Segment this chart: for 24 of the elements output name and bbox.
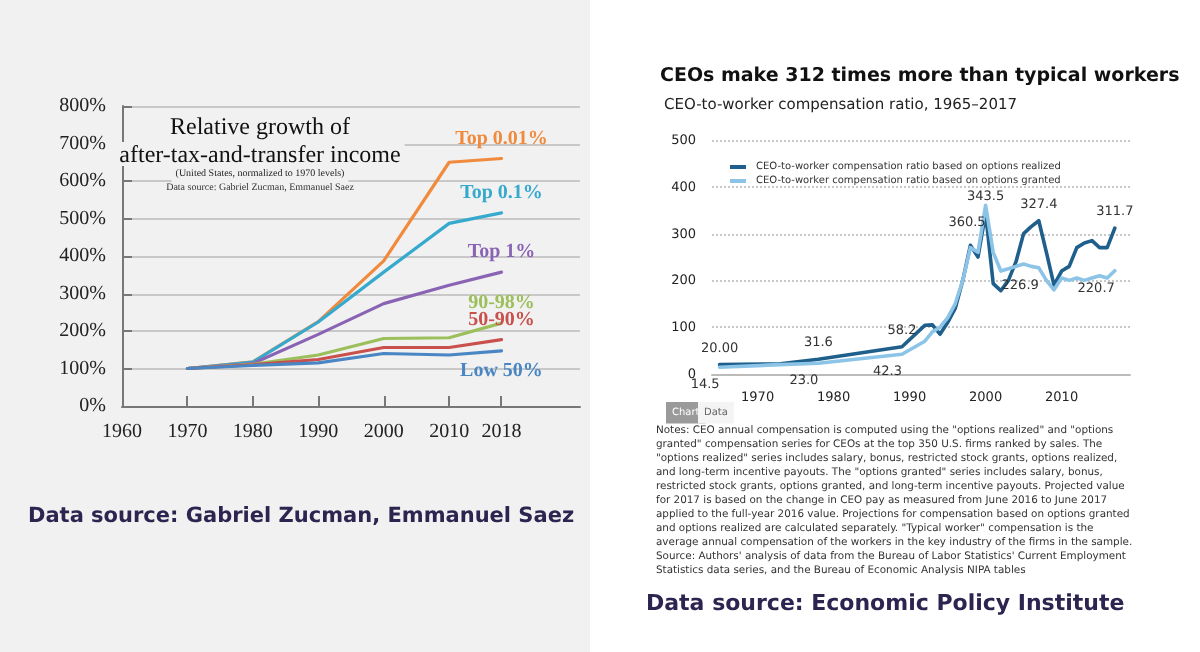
- series-label: Top 1%: [467, 241, 536, 264]
- series-label: Top 0.1%: [460, 181, 543, 204]
- y-tick-label: 500%: [59, 207, 106, 230]
- text: Relative growth of after-tax-and-transfer income: [119, 112, 401, 168]
- x-tick-label: 1980: [232, 421, 273, 443]
- chart-title: CEOs make 312 times more than typical workers: [660, 65, 1181, 87]
- source-note: Data source: Gabriel Zucman, Emmanuel Saez: [28, 504, 575, 529]
- series-label: Top 0.01%: [455, 127, 548, 150]
- y-tick-label: 400%: [59, 245, 106, 267]
- x-tick-label: 2018: [481, 421, 522, 443]
- y-tick-label: 100%: [59, 357, 106, 380]
- x-tick-label: 2010: [429, 421, 470, 443]
- x-tick-label: 1960: [102, 421, 142, 443]
- y-tick-label: 800%: [59, 95, 106, 117]
- y-tick-label: 300%: [59, 282, 106, 305]
- y-tick-label: 700%: [59, 132, 106, 155]
- x-tick-label: 1970: [167, 421, 208, 443]
- series-label: Low 50%: [460, 359, 543, 382]
- y-tick-label: 200%: [59, 320, 106, 342]
- y-tick-label: 0%: [79, 395, 106, 417]
- x-tick-label: 2000: [363, 421, 404, 443]
- source-note: Data source: Economic Policy Institute: [646, 589, 1125, 616]
- x-tick-label: 1990: [298, 421, 339, 443]
- y-tick-label: 600%: [59, 170, 106, 192]
